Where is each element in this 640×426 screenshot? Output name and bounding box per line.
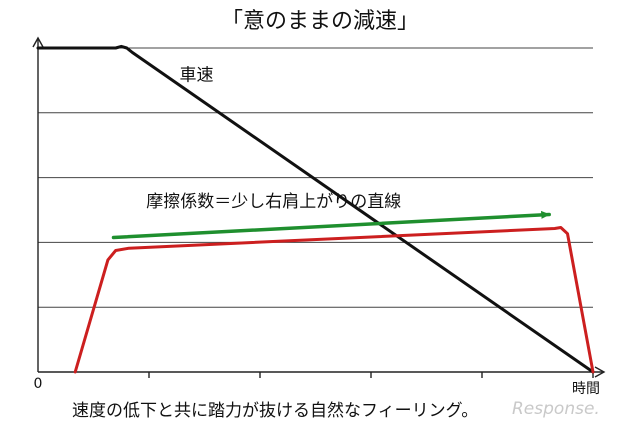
friction-coefficient-label: 摩擦係数＝少し右肩上がりの直線: [146, 192, 401, 212]
vehicle-speed-line: [36, 44, 595, 374]
origin-tick-label: 0: [34, 376, 43, 392]
vehicle-speed-label: 車速: [180, 65, 214, 85]
response-watermark: Response.: [512, 399, 600, 419]
chart-caption: 速度の低下と共に踏力が抜ける自然なフィーリング。: [72, 401, 478, 421]
trend-arrow: [111, 210, 551, 240]
chart-title: 「意のままの減速」: [221, 9, 419, 34]
series-lines: [36, 44, 595, 374]
y-axis-arrow-icon: [32, 36, 44, 48]
x-axis-label: 時間: [572, 381, 600, 397]
friction-coefficient-line: [73, 226, 595, 374]
x-axis-arrow-icon: [594, 366, 606, 378]
axes: [32, 36, 606, 378]
